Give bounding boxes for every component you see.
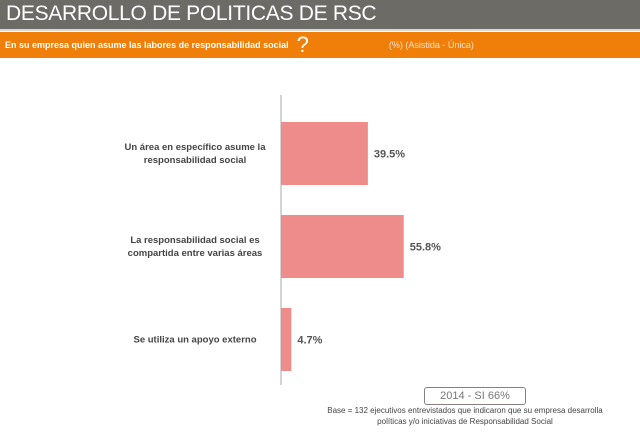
question-bar: En su empresa quien asume las labores de… bbox=[0, 32, 640, 58]
question-text: En su empresa quien asume las labores de… bbox=[5, 40, 289, 50]
bar-1 bbox=[281, 215, 404, 278]
question-mark: ? bbox=[296, 32, 309, 57]
bar-2 bbox=[281, 308, 292, 371]
question-note: (%) (Asistida - Única) bbox=[388, 40, 474, 50]
base-line-2: políticas y/o iniciativas de Responsabil… bbox=[377, 417, 553, 426]
category-label-2: Se utiliza un apoyo externo bbox=[134, 335, 257, 346]
year-badge: 2014 - SI 66% bbox=[424, 387, 526, 405]
value-label-1: 55.8% bbox=[410, 242, 441, 254]
bar-0 bbox=[281, 122, 368, 185]
title-bar: DESARROLLO DE POLITICAS DE RSC bbox=[0, 0, 640, 31]
base-line-1: Base = 132 ejecutivos entrevistados que … bbox=[327, 406, 603, 415]
category-label-0: Un área en específico asume la responsabi… bbox=[125, 142, 267, 166]
value-label-0: 39.5% bbox=[374, 149, 405, 161]
page-title: DESARROLLO DE POLITICAS DE RSC bbox=[6, 2, 377, 25]
category-label-1: La responsabilidad social es compartida e… bbox=[128, 235, 263, 259]
base-note: Base = 132 ejecutivos entrevistados que … bbox=[290, 405, 640, 427]
value-label-2: 4.7% bbox=[297, 335, 322, 347]
